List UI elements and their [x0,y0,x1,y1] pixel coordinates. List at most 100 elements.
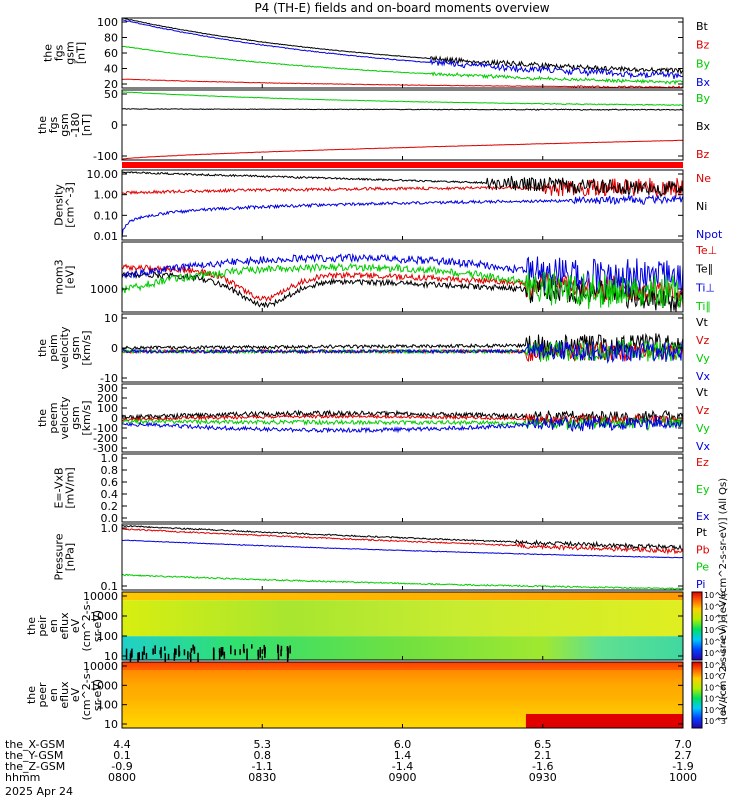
legend-efield-Ex: Ex [696,510,710,523]
legend-density-Ne: Ne [696,172,711,185]
ylabel-fgs-gse: fgs [47,116,60,133]
ylabel-fgs-gsm: gsm [64,41,77,64]
xaxis-value: -1.6 [532,760,553,773]
series-density-Ni [121,171,684,199]
ytick-label-peem-velocity: 0 [111,412,118,425]
spec-dropout [175,648,177,655]
panel-density [121,171,684,239]
ytick-label-fgs-gsm: 40 [104,63,118,76]
ylabel-peir-eflux: the [25,617,38,635]
xaxis-value: 0.8 [254,749,272,762]
ytick-label-fgs-gse: -100 [93,150,118,163]
spec-dropout [239,649,241,655]
separator-bar [122,162,683,168]
ytick-label-density: 0.01 [94,230,119,243]
frame-fgs-gse [121,89,684,161]
legend-fgs-gse-By: By [696,92,711,105]
ytick-label-peer-eflux: 100 [97,699,118,712]
spec-dropout [221,647,224,656]
chart-title: P4 (TH-E) fields and on-board moments ov… [254,1,549,15]
ytick-label-peim-velocity: 0 [111,342,118,355]
series-density-Npot [121,194,684,239]
xaxis-value: 1.4 [394,749,412,762]
ylabel-pressure: [nPa] [64,543,77,571]
legend-fgs-gse-Bz: Bz [696,148,710,161]
spec-dropout [193,646,196,654]
panel-peem-velocity [121,409,684,434]
series-temperature-Ti∥ [121,262,684,310]
ylabel-fgs-gse: [nT] [80,114,93,136]
ytick-label-fgs-gse: 0 [111,119,118,132]
cbar-tick-peir-eflux: 10^4 [704,637,726,646]
ylabel-density: Density [53,184,66,226]
legend-peim-velocity-Vt: Vt [696,316,709,329]
series-density-Ne [121,177,684,197]
spec-dropout [251,644,253,649]
ylabel-fgs-gsm: the [42,44,55,62]
frame-efield [121,453,684,523]
ytick-label-temperature: 1000 [90,283,118,296]
cbar-tick-peir-eflux: 10^5 [704,626,726,635]
xaxis-row-label: the_Y-GSM [5,749,63,762]
spec-dropout [289,645,291,654]
ytick-label-density: 1.00 [94,189,119,202]
ylabel-peem-velocity: [km/s] [80,400,93,435]
spec-dropout [141,651,144,661]
spec-dropout [164,646,166,651]
ylabel-temperature: mom3 [53,259,66,294]
ytick-label-efield: 0.8 [101,464,119,477]
xaxis-value: 0830 [248,771,276,784]
xaxis-value: -1.9 [672,760,693,773]
spec-dropout [174,648,176,658]
spec-dropout [213,649,215,661]
ylabel-density: [cm^-3] [64,182,77,228]
spec-dropout [280,649,282,657]
series-peim-velocity-Vt [121,332,684,357]
series-fgs-gse-Bz [121,139,684,160]
cbar-tick-peir-eflux: 10^6 [704,614,726,623]
ylabel-peer-eflux: en [47,688,60,702]
legend-temperature-Ti⊥: Ti⊥ [695,281,715,294]
legend-fgs-gsm-Bz: Bz [696,39,710,52]
spec-dropout [159,650,161,655]
panel-peim-velocity [121,332,684,364]
series-pressure-Pe [121,573,684,590]
spec-dropout [178,650,181,656]
spec-dropout [286,653,289,665]
spectrogram-peer [122,662,683,728]
legend-peem-velocity-Vt: Vt [696,386,709,399]
ytick-label-density: 10.00 [87,168,119,181]
xaxis-value: 6.5 [534,738,552,751]
spec-dropout [243,648,245,654]
xaxis-row-label: the_X-GSM [5,738,65,751]
xaxis-value: 0800 [108,771,136,784]
panel-temperature [121,252,684,313]
ylabel-peim-velocity: the [36,339,49,357]
cbar-tick-peer-eflux: 10^7 [704,672,726,681]
xaxis-value: 4.4 [113,738,131,751]
ylabel-peer-eflux: peer [36,682,49,708]
ylabel-peer-eflux: sr-eV) [91,679,104,711]
colorbar-peer-eflux [691,661,703,729]
xaxis-value: 7.0 [674,738,692,751]
spec-band [525,714,683,728]
ytick-label-efield: 0.2 [101,500,119,513]
legend-pressure-Pb: Pb [696,543,710,556]
cbar-tick-peer-eflux: 10^3 [704,717,726,726]
ytick-label-peim-velocity: 10 [104,312,118,325]
ylabel-peim-velocity: peim [47,334,60,362]
legend-pressure-Pt: Pt [696,526,708,539]
ylabel-peir-eflux: en [47,619,60,633]
spec-dropout [160,647,162,659]
xaxis-row-label: hhmm [5,771,40,784]
spec-dropout [145,652,148,659]
series-peim-velocity-Vx [121,340,684,364]
series-fgs-gsm-By [121,45,684,86]
spec-dropout [190,648,193,653]
xaxis-value: 0.1 [113,749,131,762]
ytick-label-peer-eflux: 10000 [83,660,118,673]
ylabel-temperature: [eV] [64,266,77,289]
panel-fgs-gse [121,91,684,160]
series-fgs-gse-By [121,91,684,107]
